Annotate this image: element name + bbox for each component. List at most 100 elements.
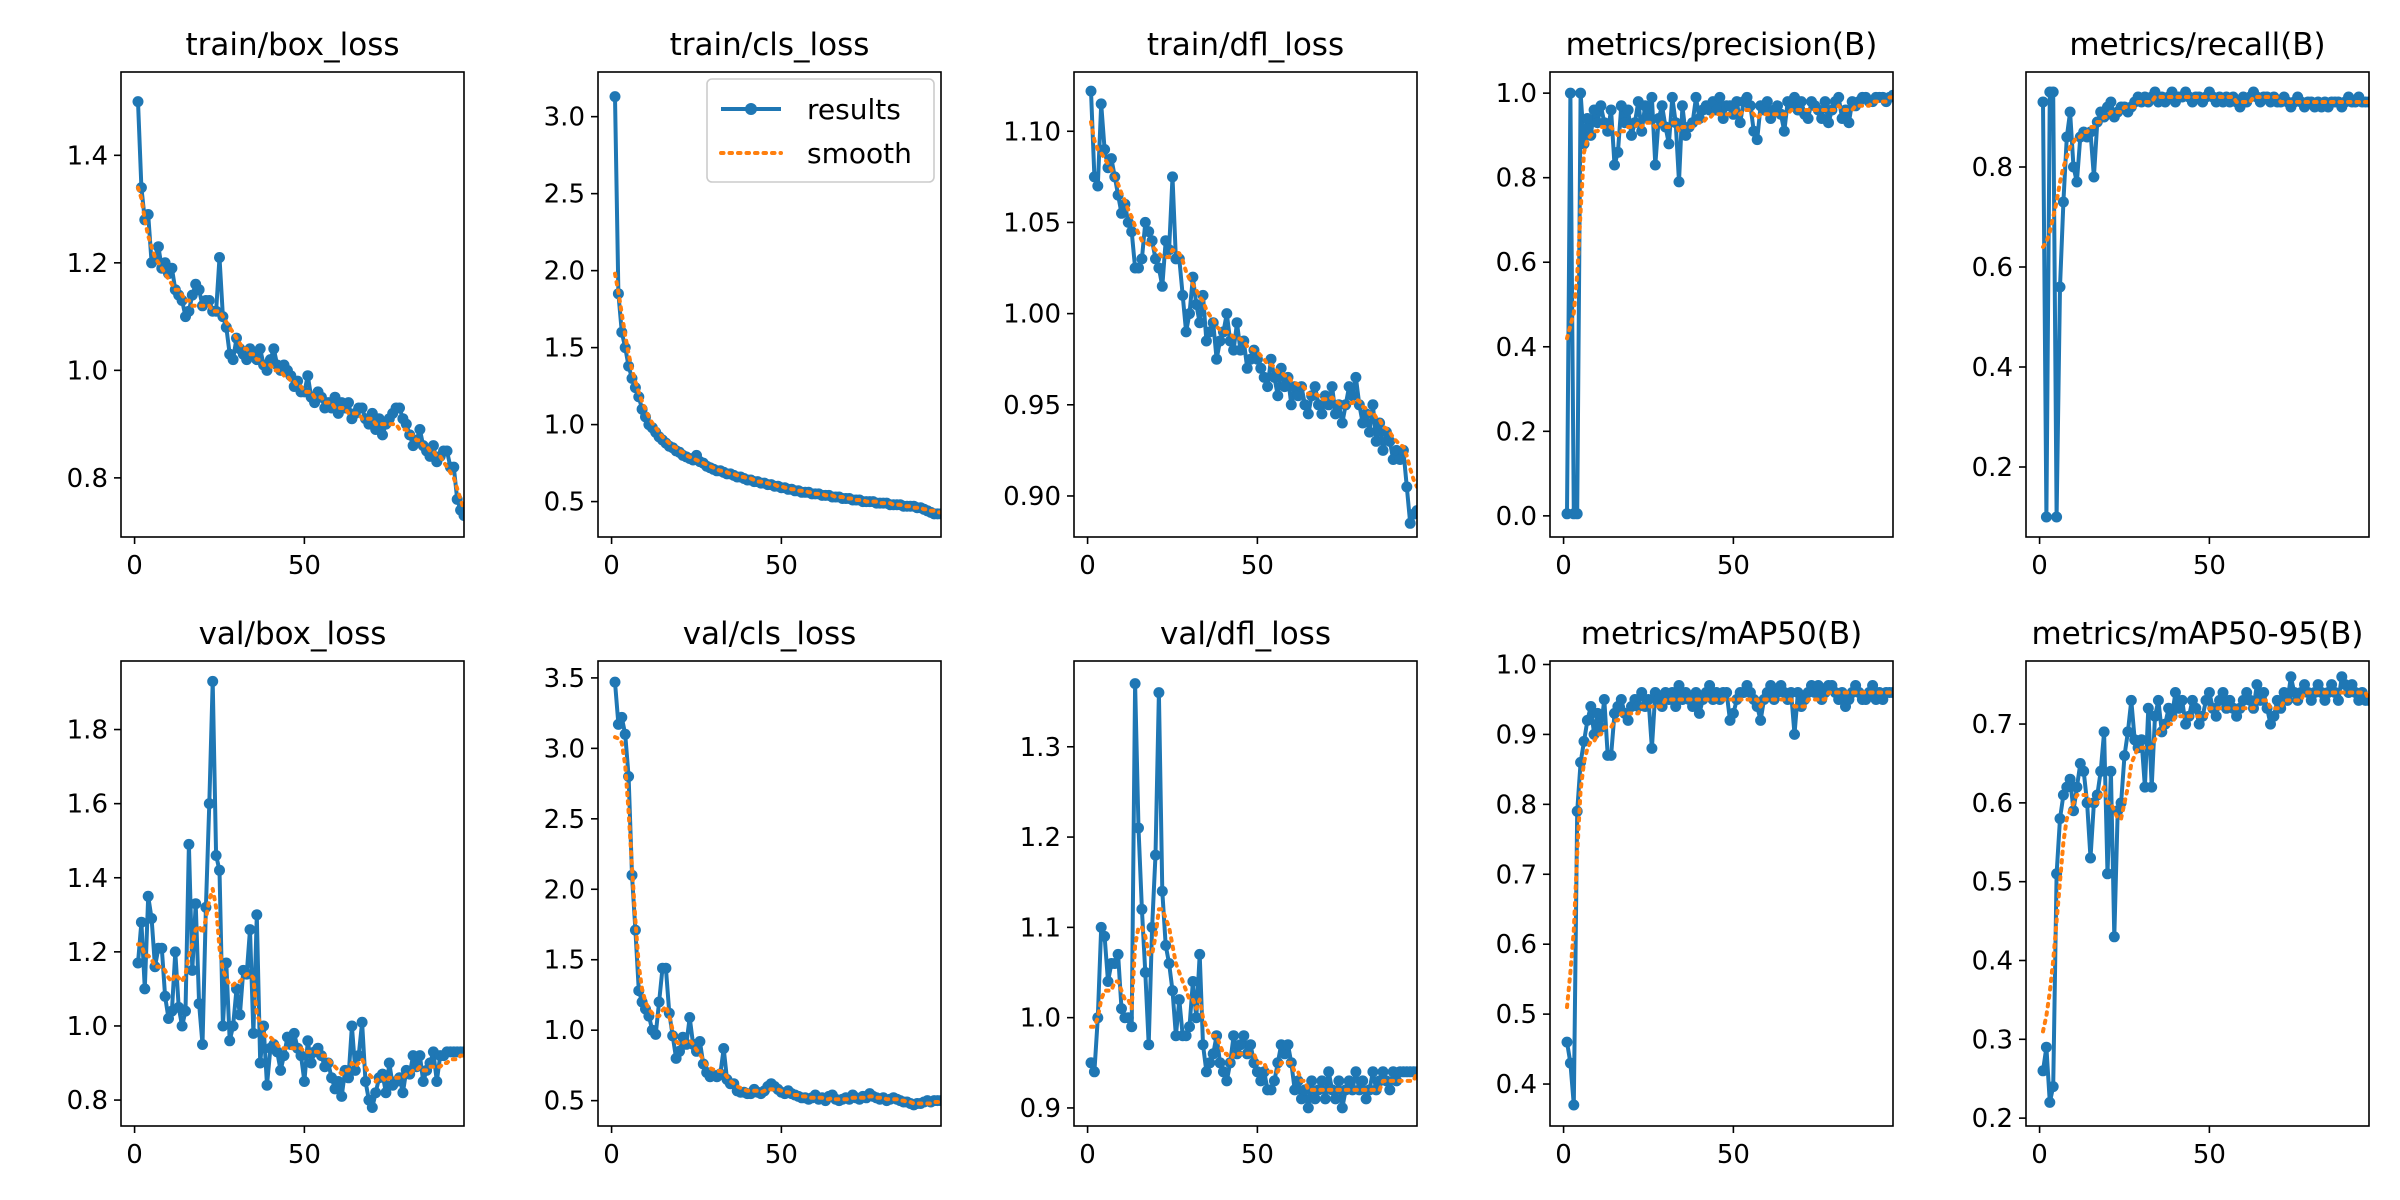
data-point (1666, 91, 1678, 103)
data-point (1150, 849, 1161, 861)
data-point (176, 1020, 188, 1032)
data-point (2122, 726, 2134, 738)
data-point (1173, 994, 1185, 1006)
data-point (346, 1020, 358, 1032)
y-tick-label: 0.5 (1496, 1000, 1537, 1030)
data-point (1150, 253, 1161, 265)
data-point (1146, 921, 1158, 933)
data-point (1622, 714, 1634, 726)
data-point (1670, 701, 1682, 712)
x-tick-label: 50 (1717, 1140, 1750, 1170)
data-point (1605, 104, 1617, 116)
series-results (1561, 87, 1893, 520)
y-tick-label: 0.8 (1496, 790, 1537, 820)
data-point (1612, 146, 1624, 158)
y-tick-label: 1.0 (1496, 79, 1537, 109)
data-point (2054, 281, 2066, 293)
x-tick-label: 0 (1555, 551, 1572, 581)
y-tick-label: 0.2 (1972, 453, 2013, 483)
data-point (2064, 106, 2076, 118)
x-tick-label: 0 (1555, 1140, 1572, 1170)
x-tick-label: 0 (126, 551, 143, 581)
data-point (214, 252, 225, 263)
data-point (1646, 742, 1658, 754)
data-point (1228, 1030, 1240, 1042)
data-point (1204, 1057, 1216, 1069)
data-point (609, 91, 621, 103)
data-point (1279, 1048, 1291, 1060)
data-point (1156, 280, 1168, 292)
data-point (1143, 1039, 1155, 1051)
data-point (2105, 765, 2117, 777)
data-point (1323, 1066, 1335, 1078)
data-point (441, 445, 453, 457)
y-tick-label: 1.2 (67, 249, 108, 279)
data-point (1401, 481, 1413, 493)
data-point (190, 898, 202, 910)
data-point (1156, 885, 1168, 897)
data-point (1160, 939, 1172, 951)
data-point (1761, 96, 1773, 108)
data-point (295, 1050, 307, 1062)
data-point (356, 1016, 368, 1028)
data-point (1789, 728, 1800, 740)
panel-title: metrics/precision(B) (1566, 27, 1878, 63)
data-point (2210, 710, 2222, 722)
panel-title: train/dfl_loss (1147, 27, 1344, 63)
data-point (1649, 159, 1661, 171)
series-line-smooth (1089, 907, 1417, 1092)
series-results (132, 675, 464, 1113)
data-point (1163, 958, 1175, 969)
data-point (1748, 125, 1760, 137)
data-point (1282, 1039, 1294, 1051)
panel-val-cls-loss: val/cls_loss 0 50 0.5 1.0 1.5 2.0 2.5 3.0 3.5 (544, 616, 942, 1170)
data-point (2057, 196, 2069, 208)
data-point (1360, 1093, 1372, 1105)
data-point (1656, 100, 1668, 112)
data-point (2258, 687, 2270, 698)
data-point (2142, 702, 2154, 714)
y-tick-label: 1.1 (1020, 913, 1061, 943)
data-point (1085, 1057, 1097, 1069)
y-tick-label: 0.9 (1496, 720, 1537, 750)
data-point (1636, 687, 1648, 698)
legend-label-smooth: smooth (807, 137, 912, 170)
data-point (183, 838, 195, 850)
series-smooth (613, 271, 941, 515)
data-point (1687, 701, 1699, 712)
y-tick-label: 2.5 (544, 805, 585, 835)
data-point (2054, 813, 2066, 825)
data-point (1561, 1036, 1573, 1048)
data-point (1231, 317, 1243, 329)
axes-frame (1549, 660, 1894, 1127)
data-point (1279, 381, 1291, 393)
data-point (1126, 226, 1138, 238)
series-smooth (136, 886, 464, 1084)
data-point (332, 1076, 344, 1087)
y-tick-label: 1.2 (67, 938, 108, 968)
data-point (1109, 958, 1121, 969)
data-point (1268, 371, 1280, 383)
plot-area (1561, 680, 1893, 1111)
data-point (1129, 678, 1141, 690)
data-point (1153, 687, 1165, 699)
plot-area (1085, 678, 1417, 1114)
data-point (142, 890, 154, 902)
data-point (349, 1064, 361, 1076)
y-tick-label: 3.5 (544, 664, 585, 694)
data-point (417, 1076, 429, 1087)
data-point (1214, 1057, 1226, 1069)
x-tick-label: 0 (603, 551, 620, 581)
data-point (210, 850, 222, 861)
x-tick-label: 50 (288, 551, 321, 581)
y-tick-label: 1.4 (67, 141, 108, 171)
data-point (1636, 125, 1648, 137)
data-point (1772, 100, 1783, 112)
data-point (1778, 125, 1790, 137)
legend: results smooth (706, 78, 935, 183)
data-point (1812, 680, 1824, 691)
data-point (1741, 91, 1753, 103)
data-point (1323, 399, 1335, 411)
data-point (227, 354, 239, 366)
plot-area (2037, 671, 2369, 1108)
